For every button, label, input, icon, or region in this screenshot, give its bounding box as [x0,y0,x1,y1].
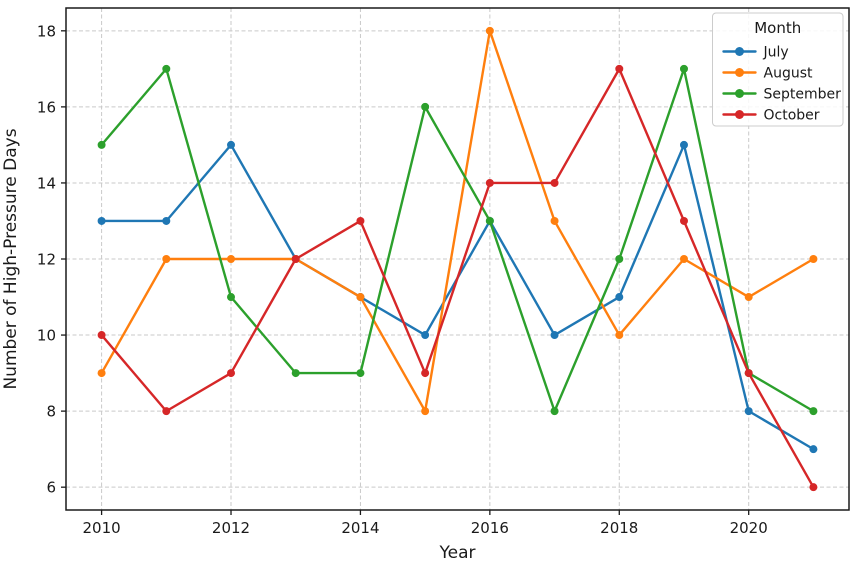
legend-entry-july: July [722,45,789,61]
data-point-august-2019 [679,255,688,263]
data-point-september-2019 [679,64,688,73]
data-point-august-2012 [227,255,236,263]
data-point-august-2016 [485,26,494,35]
x-tick-label-2018: 2018 [600,519,638,537]
data-point-october-2016 [485,178,494,187]
data-point-july-2012 [227,140,236,149]
data-point-august-2020 [744,293,753,302]
data-point-september-2015 [421,102,430,111]
data-point-october-2021 [809,483,818,492]
data-point-october-2012 [227,369,236,378]
y-tick-label-10: 10 [37,327,56,345]
data-point-september-2012 [227,293,236,302]
data-point-july-2017 [550,331,559,340]
data-point-october-2013 [291,255,300,263]
data-point-september-2018 [615,255,624,263]
data-point-september-2010 [97,140,106,149]
legend-entry-september: September [722,87,842,103]
data-point-september-2014 [356,369,365,378]
data-point-september-2017 [550,407,559,416]
x-axis-label: Year [439,543,476,563]
y-tick-label-18: 18 [37,22,56,40]
legend-marker-september [735,89,744,98]
series-line-september [100,67,815,413]
data-point-july-2018 [615,293,624,302]
legend-title: Month [754,19,801,37]
series-line-october [100,67,815,489]
legend-layer: Month July August September October [712,12,844,127]
data-point-october-2020 [744,369,753,378]
y-tick-label-14: 14 [37,174,56,192]
legend-entry-october: October [722,108,820,124]
y-axis-label: Number of High-Pressure Days [1,128,21,389]
data-point-september-2011 [162,64,171,73]
data-point-july-2021 [809,445,818,454]
data-point-july-2010 [97,216,106,225]
data-point-october-2014 [356,216,365,225]
legend-label-september: September [764,87,842,103]
x-tick-label-2012: 2012 [212,519,250,537]
data-point-august-2021 [809,255,818,263]
legend-entry-august: August [722,66,814,82]
data-point-august-2017 [550,216,559,225]
y-tick-label-8: 8 [46,403,56,421]
x-tick-label-2010: 2010 [82,519,120,537]
legend-label-october: October [764,108,820,124]
data-point-october-2011 [162,407,171,416]
legend-label-august: August [764,66,814,82]
data-point-october-2015 [421,369,430,378]
legend-label-july: July [763,45,789,61]
data-point-july-2011 [162,216,171,225]
y-tick-label-6: 6 [46,479,56,497]
data-point-august-2010 [97,369,106,378]
data-point-august-2015 [421,407,430,416]
legend-box [712,12,844,127]
data-point-august-2014 [356,293,365,302]
legend-marker-august [735,68,744,77]
series-layer [97,26,818,492]
data-point-august-2011 [162,255,171,263]
data-point-july-2020 [744,407,753,416]
data-point-september-2013 [291,369,300,378]
data-point-july-2019 [679,140,688,149]
data-point-september-2016 [485,216,494,225]
data-point-october-2010 [97,331,106,340]
axes-layer: 2010 2012 2014 2016 2018 2020 6 8 10 12 14 16 18 [37,7,850,537]
x-tick-label-2020: 2020 [730,519,768,537]
data-point-september-2021 [809,407,818,416]
x-tick-label-2014: 2014 [341,519,379,537]
x-tick-label-2016: 2016 [471,519,509,537]
y-tick-label-16: 16 [37,98,56,116]
series-line-july [100,143,815,451]
y-tick-label-12: 12 [37,251,56,269]
data-point-october-2019 [679,216,688,225]
legend-marker-october [735,110,744,119]
data-point-october-2018 [615,64,624,73]
data-point-july-2015 [421,331,430,340]
data-point-october-2017 [550,178,559,187]
data-point-august-2018 [615,331,624,340]
legend-marker-july [735,47,744,56]
